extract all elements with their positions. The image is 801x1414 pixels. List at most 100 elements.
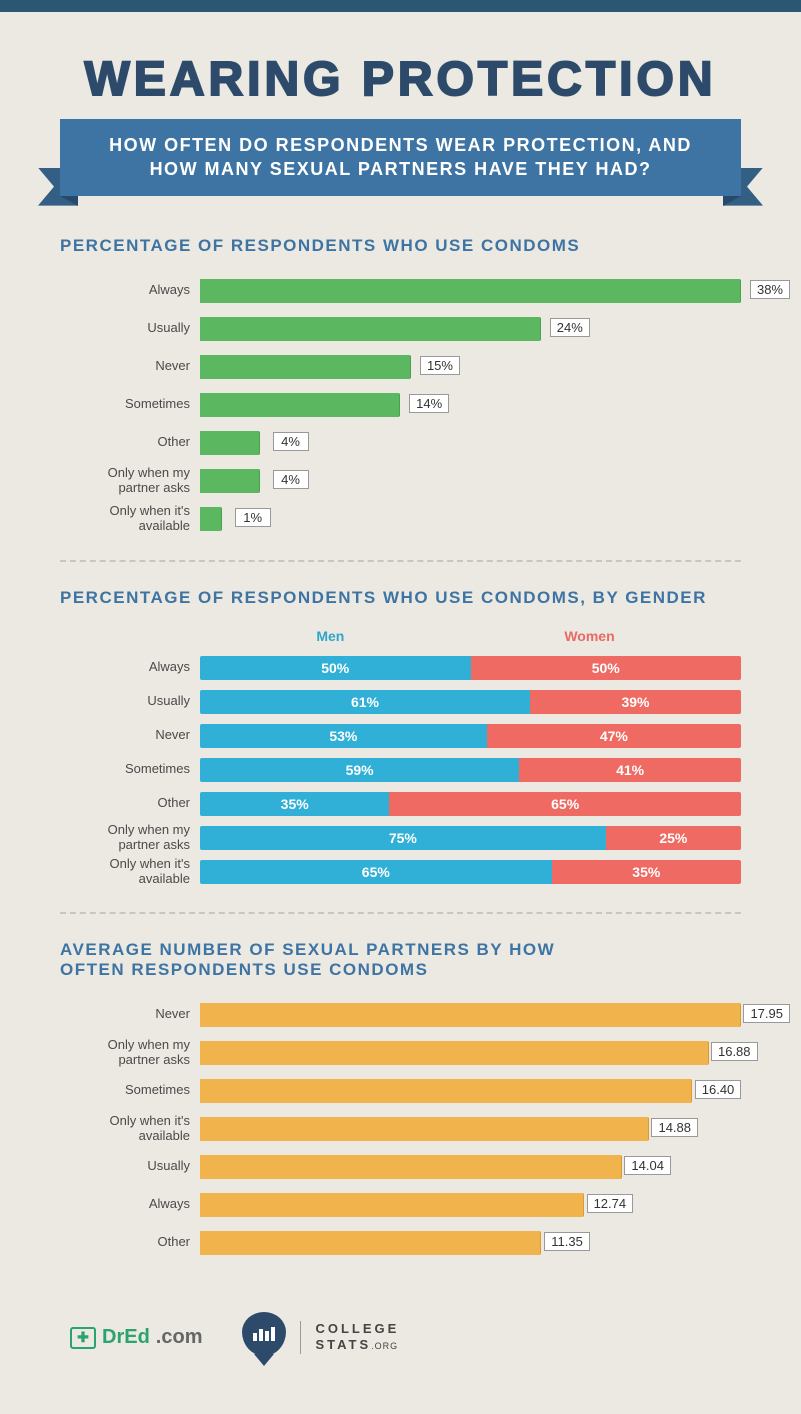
chart2-row: Only when my partner asks 75%25% [70, 824, 741, 852]
chart1-row: Never15% [70, 352, 741, 382]
stacked-track: 65%35% [200, 860, 741, 884]
chart3-row: Only when my partner asks 16.88 [70, 1038, 741, 1068]
bar-value: 15% [420, 356, 460, 375]
stacked-track: 50%50% [200, 656, 741, 680]
chart2-row: Only when it's available 65%35% [70, 858, 741, 886]
segment-women: 39% [530, 690, 741, 714]
chart-partners-by-condom-use: AVERAGE NUMBER OF SEXUAL PARTNERS BY HOW… [60, 940, 741, 1258]
collegestats-badge-icon [242, 1312, 286, 1364]
chart1-title: PERCENTAGE OF RESPONDENTS WHO USE CONDOM… [60, 236, 741, 256]
chart2-row: Other 35%65% [70, 790, 741, 818]
stacked-track: 61%39% [200, 690, 741, 714]
legend-men: Men [316, 628, 344, 644]
chart3-row: Sometimes 16.40 [70, 1076, 741, 1106]
bar-label: Only when my partner asks [70, 466, 190, 496]
bar-label: Only when it's available [70, 857, 190, 887]
segment-men: 35% [200, 792, 389, 816]
main-title: WEARING PROTECTION [60, 52, 741, 107]
chart-condom-use-by-gender: PERCENTAGE OF RESPONDENTS WHO USE CONDOM… [60, 588, 741, 886]
bar-fill: 1% [200, 507, 222, 531]
bar-track: 17.95 [200, 1003, 741, 1027]
segment-men: 75% [200, 826, 606, 850]
bar-fill: 11.35 [200, 1231, 541, 1255]
bar-label: Only when it's available [70, 504, 190, 534]
segment-women: 25% [606, 826, 741, 850]
chart1-row: Only when it's available 1% [70, 504, 741, 534]
bar-fill: 16.88 [200, 1041, 709, 1065]
bar-track: 38% [200, 279, 741, 303]
chart1-row: Only when my partner asks 4% [70, 466, 741, 496]
bar-label: Only when my partner asks [70, 823, 190, 853]
bar-label: Sometimes [70, 1083, 190, 1098]
bar-track: 16.40 [200, 1079, 741, 1103]
chart2-row: Sometimes 59%41% [70, 756, 741, 784]
stacked-track: 35%65% [200, 792, 741, 816]
bar-label: Other [70, 1235, 190, 1250]
bar-label: Only when it's available [70, 1114, 190, 1144]
dred-logo: ✚ DrEd.com [70, 1326, 202, 1349]
chart3-row: Other 11.35 [70, 1228, 741, 1258]
chart1-bars: Always 38% Usually 24% Never15% Sometimes 14% O… [60, 276, 741, 534]
bar-value: 12.74 [587, 1194, 634, 1213]
chart1-row: Usually 24% [70, 314, 741, 344]
chart1-row: Sometimes 14% [70, 390, 741, 420]
chart2-row: Always50%50% [70, 654, 741, 682]
bar-track: 24% [200, 317, 741, 341]
chart-condom-use: PERCENTAGE OF RESPONDENTS WHO USE CONDOM… [60, 236, 741, 534]
bar-label: Usually [70, 1159, 190, 1174]
bar-track: 12.74 [200, 1193, 741, 1217]
bar-track: 15% [200, 355, 741, 379]
bar-value: 1% [235, 508, 271, 527]
chart3-row: Only when it's available 14.88 [70, 1114, 741, 1144]
stacked-track: 75%25% [200, 826, 741, 850]
segment-men: 50% [200, 656, 471, 680]
chart3-title: AVERAGE NUMBER OF SEXUAL PARTNERS BY HOW… [60, 940, 620, 980]
chart2-row: Usually 61%39% [70, 688, 741, 716]
bar-track: 4% [200, 469, 741, 493]
dred-brand-text: DrEd [102, 1326, 150, 1349]
chart2-title: PERCENTAGE OF RESPONDENTS WHO USE CONDOM… [60, 588, 741, 608]
bar-label: Usually [70, 694, 190, 709]
segment-men: 53% [200, 724, 487, 748]
bar-fill: 17.95 [200, 1003, 741, 1027]
infographic-content: WEARING PROTECTION HOW OFTEN DO RESPONDE… [0, 12, 801, 1414]
stacked-track: 53%47% [200, 724, 741, 748]
segment-women: 41% [519, 758, 741, 782]
collegestats-text: COLLEGE STATS.ORG [300, 1321, 399, 1354]
bar-track: 14.88 [200, 1117, 741, 1141]
bar-label: Sometimes [70, 762, 190, 777]
bar-value: 4% [273, 470, 309, 489]
chart2-row: Never 53%47% [70, 722, 741, 750]
bar-label: Other [70, 796, 190, 811]
bar-value: 16.40 [695, 1080, 742, 1099]
bar-track: 14.04 [200, 1155, 741, 1179]
bar-fill: 14.04 [200, 1155, 622, 1179]
bar-value: 14% [409, 394, 449, 413]
subtitle-text: HOW OFTEN DO RESPONDENTS WEAR PROTECTION… [60, 119, 741, 196]
stacked-track: 59%41% [200, 758, 741, 782]
bar-label: Never [70, 1007, 190, 1022]
bar-fill: 38% [200, 279, 741, 303]
bar-track: 16.88 [200, 1041, 741, 1065]
bar-value: 38% [750, 280, 790, 299]
bar-label: Always [70, 283, 190, 298]
bar-label: Only when my partner asks [70, 1038, 190, 1068]
bar-track: 1% [200, 507, 741, 531]
bar-fill: 14% [200, 393, 400, 417]
bar-fill: 14.88 [200, 1117, 649, 1141]
bar-fill: 4% [200, 469, 260, 493]
divider [60, 560, 741, 562]
bar-track: 14% [200, 393, 741, 417]
chart1-row: Other4% [70, 428, 741, 458]
bar-value: 24% [550, 318, 590, 337]
segment-men: 59% [200, 758, 519, 782]
segment-women: 50% [471, 656, 742, 680]
chart3-row: Usually 14.04 [70, 1152, 741, 1182]
bar-label: Usually [70, 321, 190, 336]
monitor-plus-icon: ✚ [70, 1327, 96, 1349]
bar-label: Sometimes [70, 397, 190, 412]
bar-label: Never [70, 728, 190, 743]
bar-track: 4% [200, 431, 741, 455]
collegestats-logo: COLLEGE STATS.ORG [242, 1312, 399, 1364]
chart1-row: Always 38% [70, 276, 741, 306]
